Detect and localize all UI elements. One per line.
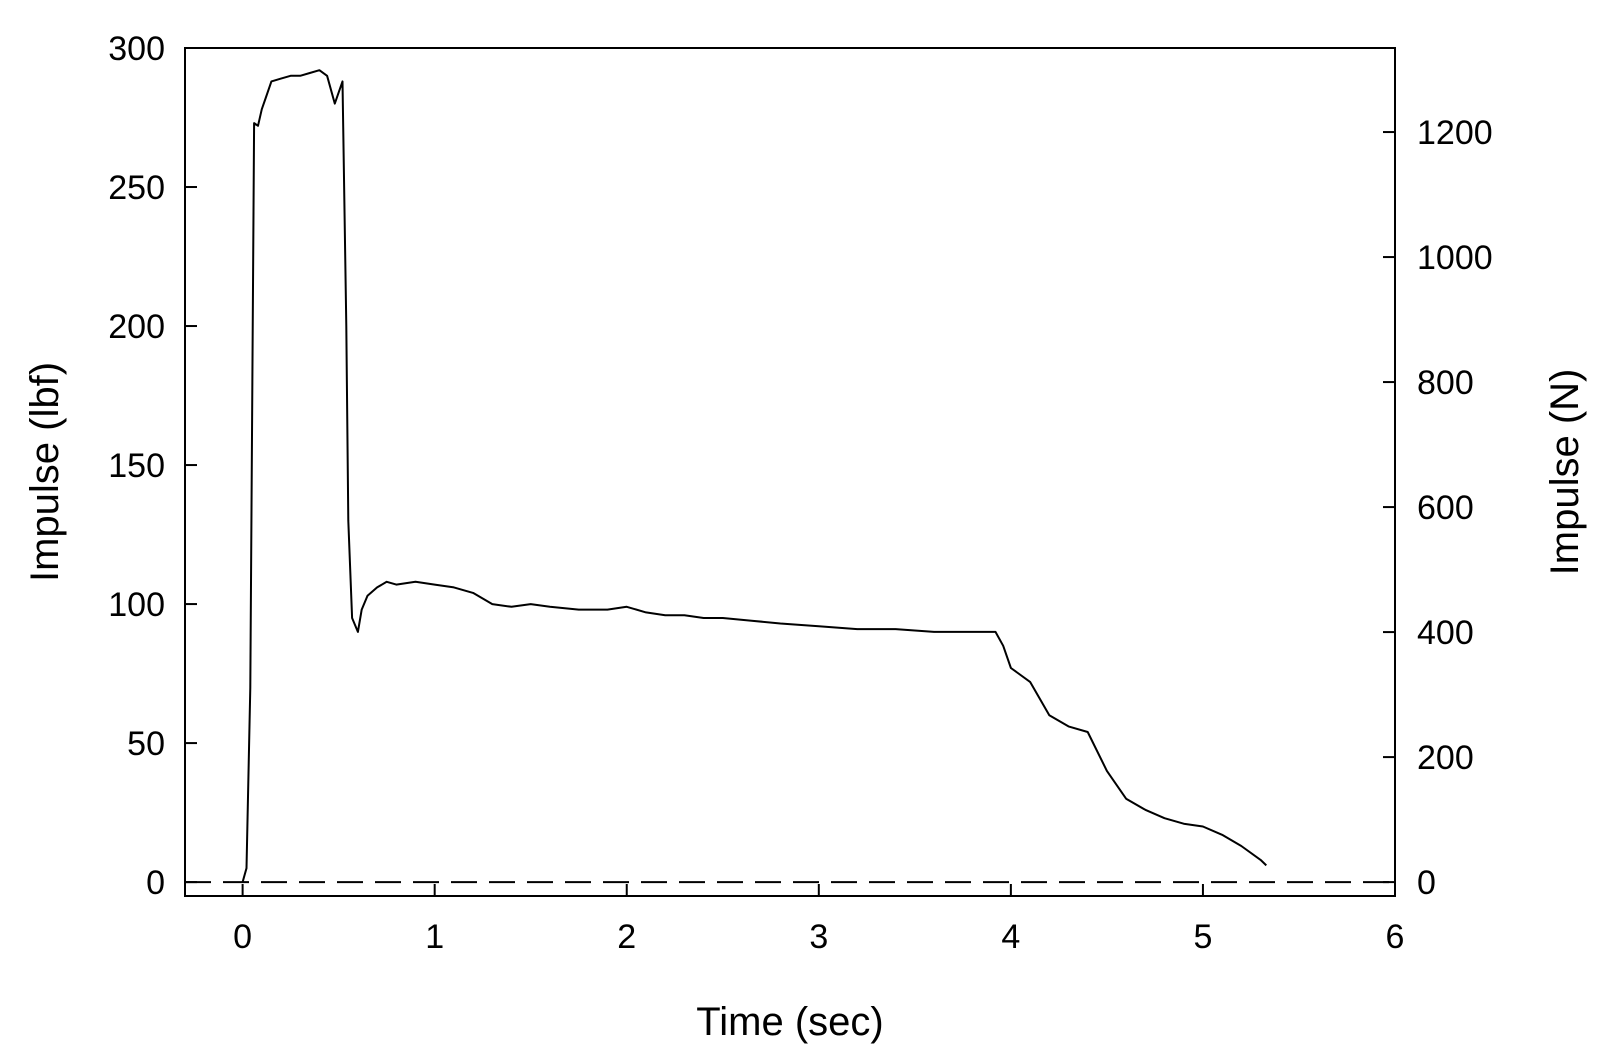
x-tick-label: 4 bbox=[1001, 918, 1020, 956]
x-tick-label: 5 bbox=[1193, 918, 1212, 956]
y2-tick-label: 0 bbox=[1417, 864, 1436, 902]
y2-tick-label: 1200 bbox=[1417, 114, 1493, 152]
series-line bbox=[241, 69, 1267, 883]
y2-tick-label: 400 bbox=[1417, 614, 1474, 652]
plot-frame bbox=[184, 47, 1396, 897]
y-tick-label: 0 bbox=[146, 864, 165, 902]
y-tick-label: 300 bbox=[108, 30, 165, 68]
y-axis-title: Impulse (lbf) bbox=[23, 362, 67, 582]
y-tick-label: 200 bbox=[108, 308, 165, 346]
x-tick-label: 1 bbox=[425, 918, 444, 956]
y-tick-label: 50 bbox=[127, 725, 165, 763]
x-tick-label: 2 bbox=[617, 918, 636, 956]
x-tick-label: 0 bbox=[233, 918, 252, 956]
x-tick-label: 3 bbox=[809, 918, 828, 956]
y2-tick-label: 200 bbox=[1417, 739, 1474, 777]
x-axis-title: Time (sec) bbox=[696, 1000, 883, 1044]
x-tick-label: 6 bbox=[1386, 918, 1405, 956]
y-tick-label: 150 bbox=[108, 447, 165, 485]
ticks-layer: 0 1 2 3 4 5 6050100150200250300020040060080010… bbox=[108, 30, 1492, 956]
y-tick-label: 100 bbox=[108, 586, 165, 624]
y2-tick-label: 600 bbox=[1417, 489, 1474, 527]
y2-tick-label: 1000 bbox=[1417, 239, 1493, 277]
y2-axis-title: Impulse (N) bbox=[1543, 369, 1587, 576]
y-tick-label: 250 bbox=[108, 169, 165, 207]
y2-tick-label: 800 bbox=[1417, 364, 1474, 402]
